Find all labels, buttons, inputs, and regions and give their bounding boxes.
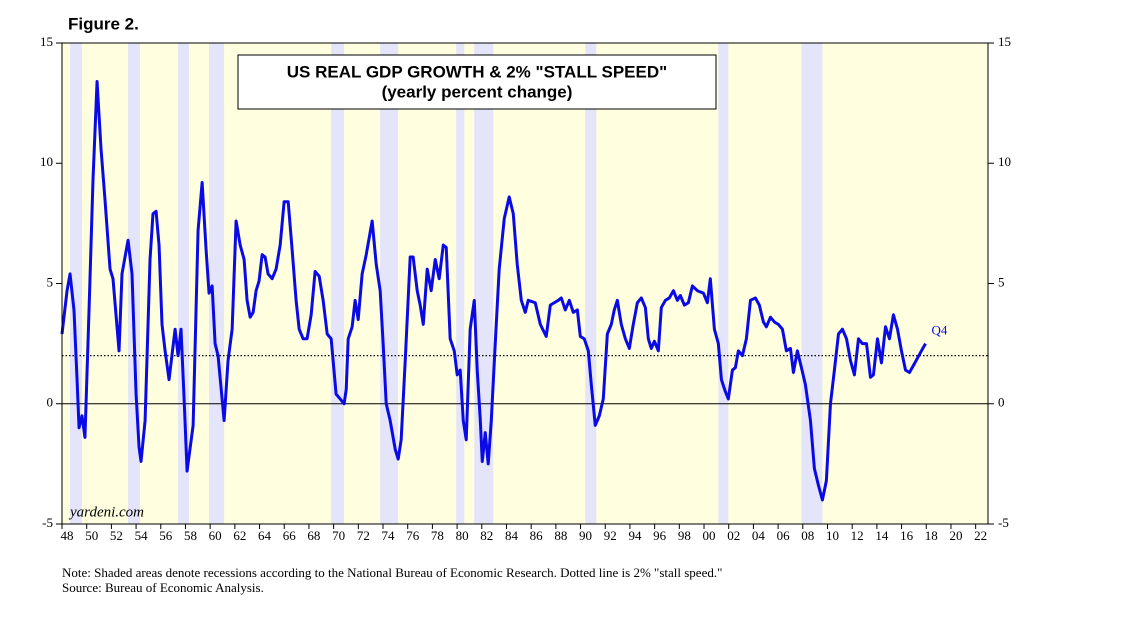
recession-band — [128, 43, 141, 524]
x-tick-label: 52 — [110, 528, 123, 543]
x-tick-label: 84 — [505, 528, 519, 543]
x-tick-label: 18 — [925, 528, 938, 543]
x-tick-label: 80 — [456, 528, 469, 543]
x-tick-label: 54 — [135, 528, 149, 543]
y2-tick-label: 5 — [998, 274, 1005, 289]
x-tick-label: 92 — [604, 528, 617, 543]
x-tick-label: 72 — [357, 528, 370, 543]
x-tick-label: 58 — [184, 528, 197, 543]
y-tick-label: 0 — [47, 395, 54, 410]
recession-band — [456, 43, 465, 524]
y-tick-label: 15 — [40, 34, 53, 49]
x-tick-label: 94 — [628, 528, 642, 543]
source: Source: Bureau of Economic Analysis. — [62, 580, 264, 595]
x-tick-label: 22 — [974, 528, 987, 543]
x-tick-label: 64 — [258, 528, 272, 543]
x-tick-label: 86 — [530, 528, 544, 543]
x-tick-label: 70 — [332, 528, 345, 543]
annotation: Q4 — [932, 323, 948, 338]
x-tick-label: 78 — [431, 528, 444, 543]
recession-band — [178, 43, 190, 524]
x-tick-label: 48 — [61, 528, 74, 543]
y-tick-label: -5 — [42, 515, 53, 530]
y-tick-label: 5 — [47, 274, 54, 289]
y2-tick-label: 10 — [998, 154, 1011, 169]
recession-band — [70, 43, 83, 524]
watermark: yardeni.com — [68, 504, 144, 520]
x-tick-label: 74 — [382, 528, 396, 543]
x-tick-label: 12 — [851, 528, 864, 543]
x-tick-label: 50 — [85, 528, 98, 543]
recession-band — [331, 43, 345, 524]
x-tick-label: 02 — [727, 528, 740, 543]
x-tick-label: 76 — [406, 528, 420, 543]
x-tick-label: 08 — [801, 528, 814, 543]
x-tick-label: 82 — [480, 528, 493, 543]
recession-band — [209, 43, 225, 524]
y2-tick-label: 15 — [998, 34, 1011, 49]
recession-band — [718, 43, 729, 524]
x-tick-label: 14 — [875, 528, 889, 543]
x-tick-label: 16 — [900, 528, 914, 543]
x-tick-label: 68 — [307, 528, 320, 543]
y-tick-label: 10 — [40, 154, 53, 169]
x-tick-label: 00 — [703, 528, 716, 543]
plot-background — [62, 43, 988, 524]
x-tick-label: 60 — [209, 528, 222, 543]
x-tick-label: 62 — [233, 528, 246, 543]
note: Note: Shaded areas denote recessions acc… — [62, 565, 722, 580]
gdp-line — [60, 79, 927, 502]
x-tick-label: 98 — [678, 528, 691, 543]
x-tick-label: 90 — [579, 528, 592, 543]
y2-tick-label: 0 — [998, 395, 1005, 410]
x-tick-label: 66 — [283, 528, 297, 543]
x-tick-label: 20 — [949, 528, 962, 543]
recession-band — [585, 43, 597, 524]
x-tick-label: 56 — [159, 528, 173, 543]
x-tick-label: 10 — [826, 528, 839, 543]
title-box — [237, 54, 717, 110]
y2-tick-label: -5 — [998, 515, 1009, 530]
chart-title: US REAL GDP GROWTH & 2% "STALL SPEED" — [287, 62, 667, 81]
x-tick-label: 04 — [752, 528, 766, 543]
x-tick-label: 88 — [554, 528, 567, 543]
chart-subtitle: (yearly percent change) — [382, 82, 573, 101]
figure-label: Figure 2. — [68, 14, 139, 33]
x-tick-label: 96 — [653, 528, 667, 543]
x-tick-label: 06 — [777, 528, 791, 543]
